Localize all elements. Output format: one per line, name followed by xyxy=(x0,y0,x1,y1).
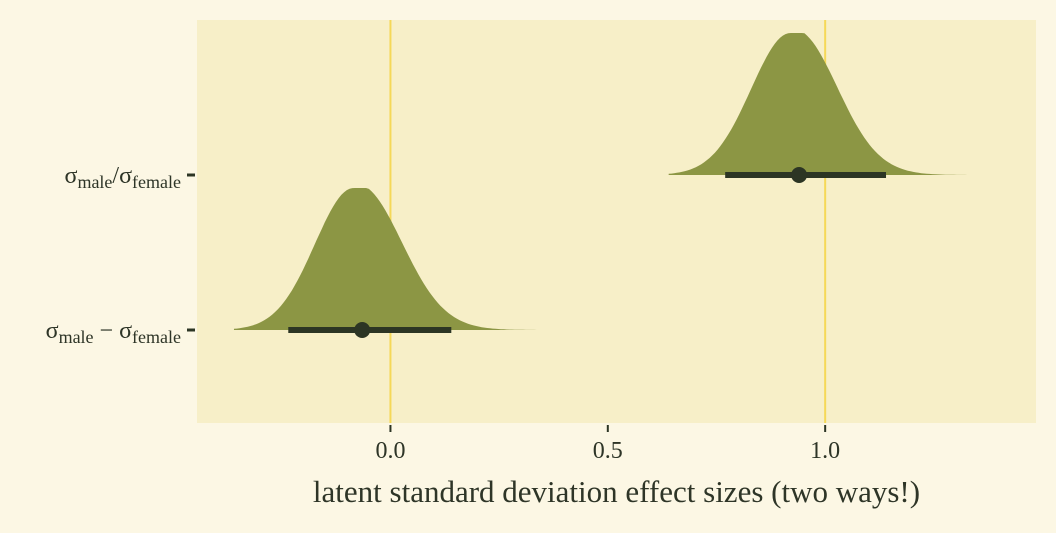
y-tick-label: σmale − σfemale xyxy=(46,318,181,347)
x-tick-label: 0.5 xyxy=(593,438,623,464)
point-estimate xyxy=(354,322,371,338)
plot-panel xyxy=(197,20,1036,423)
y-tick-label: σmale/σfemale xyxy=(65,163,182,192)
x-tick-label: 1.0 xyxy=(810,438,840,464)
point-estimate xyxy=(791,167,808,183)
density-area xyxy=(668,33,995,175)
x-tick-label: 0.0 xyxy=(375,438,405,464)
x-axis-title: latent standard deviation effect sizes (… xyxy=(313,474,920,509)
density-area xyxy=(233,188,565,330)
